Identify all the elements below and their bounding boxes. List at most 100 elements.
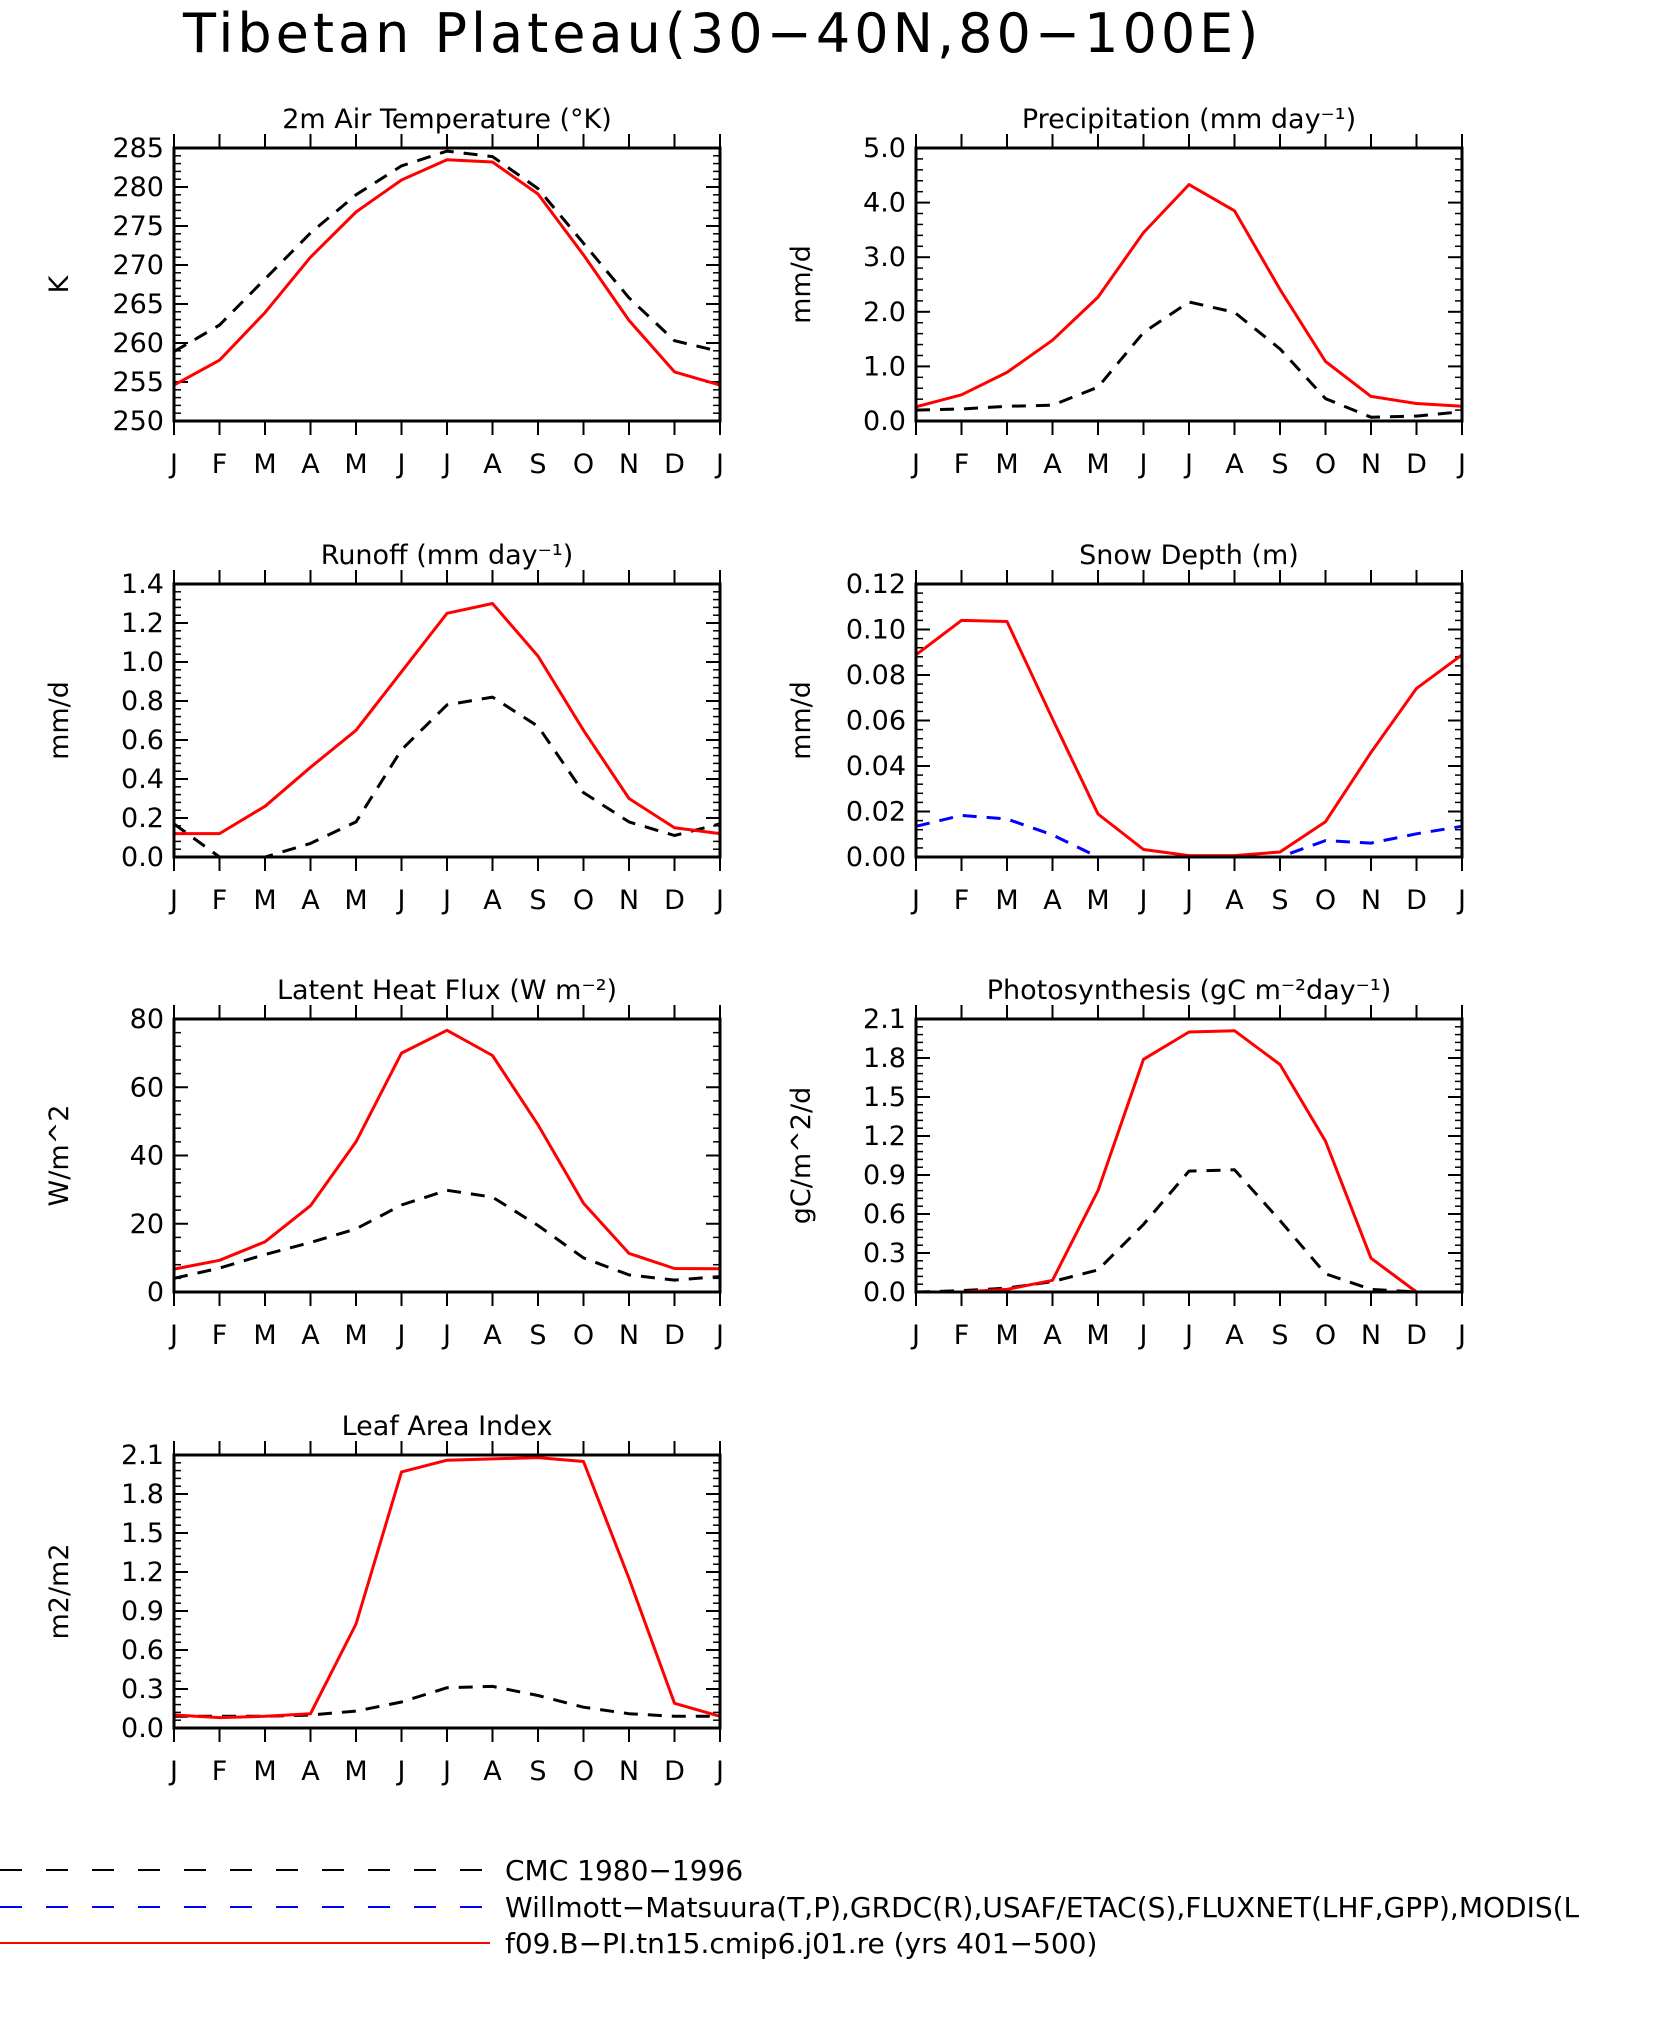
x-tick-label: J <box>1138 1320 1148 1351</box>
y-tick-label: 275 <box>112 211 164 242</box>
legend-item-1: CMC 1980−1996 <box>0 1854 743 1887</box>
panel-runoff-mm-day: Runoff (mm day⁻¹) mm/d 0.0 0.2 0.4 0.6 0.8 1.0 1… <box>44 540 724 916</box>
x-tick-label: D <box>664 1756 685 1787</box>
x-tick-label: J <box>714 1756 724 1787</box>
y-axis-label: mm/d <box>786 245 817 324</box>
x-tick-label: A <box>1043 449 1062 480</box>
x-tick-label: A <box>301 885 320 916</box>
x-tick-label: J <box>910 885 920 916</box>
x-tick-label: N <box>619 449 639 480</box>
series-line-model <box>916 1029 1462 1294</box>
x-tick-label: J <box>441 1320 451 1351</box>
series-line-model <box>174 602 721 836</box>
y-tick-label: 1.0 <box>863 351 906 382</box>
y-tick-label: 0.3 <box>121 1674 164 1705</box>
x-tick-label: J <box>441 449 451 480</box>
panel-leaf-area-index: Leaf Area Index m2/m2 0.0 0.3 0.6 0.9 1.2 1.5 1.… <box>44 1411 724 1787</box>
x-tick-label: J <box>168 449 178 480</box>
x-tick-label: J <box>1138 449 1148 480</box>
x-tick-label: S <box>529 1320 546 1351</box>
y-tick-label: 2.1 <box>863 1004 906 1035</box>
x-tick-label: N <box>1361 885 1381 916</box>
y-tick-label: 1.8 <box>863 1043 906 1074</box>
panel-title: 2m Air Temperature (°K) <box>282 104 612 135</box>
y-tick-label: 0.02 <box>846 797 906 828</box>
y-tick-label: 0 <box>147 1277 164 1308</box>
panel-title: Photosynthesis (gC m⁻²day⁻¹) <box>987 975 1391 1006</box>
x-tick-label: A <box>1043 885 1062 916</box>
x-tick-label: A <box>483 885 502 916</box>
plot-frame <box>172 582 722 859</box>
x-tick-label: O <box>573 1756 594 1787</box>
x-tick-label: M <box>253 1756 276 1787</box>
x-tick-label: A <box>301 449 320 480</box>
y-tick-label: 0.9 <box>863 1160 906 1191</box>
x-tick-label: S <box>1271 1320 1288 1351</box>
x-tick-label: J <box>168 1756 178 1787</box>
x-tick-label: F <box>212 1756 228 1787</box>
y-axis-label: W/m^2 <box>44 1105 75 1207</box>
x-tick-label: A <box>1043 1320 1062 1351</box>
y-tick-label: 0.6 <box>121 1635 164 1666</box>
x-tick-label: F <box>954 449 970 480</box>
y-tick-label: 0.0 <box>121 842 164 873</box>
y-axis-label: mm/d <box>44 681 75 760</box>
x-tick-label: M <box>995 449 1018 480</box>
x-tick-label: D <box>664 885 685 916</box>
y-tick-label: 1.2 <box>121 608 164 639</box>
y-tick-label: 0.0 <box>121 1713 164 1744</box>
x-tick-label: M <box>253 885 276 916</box>
plot-frame <box>914 1017 1464 1294</box>
x-tick-label: J <box>396 1320 406 1351</box>
x-tick-label: D <box>1406 449 1427 480</box>
x-tick-label: J <box>1183 1320 1193 1351</box>
x-tick-label: J <box>910 449 920 480</box>
y-tick-label: 2.0 <box>863 297 906 328</box>
x-tick-label: A <box>483 449 502 480</box>
x-tick-label: N <box>619 1320 639 1351</box>
x-tick-label: A <box>483 1756 502 1787</box>
x-tick-label: J <box>714 449 724 480</box>
panel-title: Latent Heat Flux (W m⁻²) <box>277 975 617 1006</box>
x-tick-label: J <box>168 1320 178 1351</box>
x-tick-label: N <box>1361 449 1381 480</box>
y-tick-label: 1.5 <box>863 1082 906 1113</box>
series-line-cmc <box>915 300 1463 419</box>
y-tick-label: 265 <box>112 289 164 320</box>
x-tick-label: S <box>1271 885 1288 916</box>
x-tick-label: A <box>1225 449 1244 480</box>
x-tick-label: J <box>1138 885 1148 916</box>
panel-title: Runoff (mm day⁻¹) <box>321 540 573 571</box>
y-tick-label: 0.08 <box>846 660 906 691</box>
series-line-model <box>915 618 1463 858</box>
x-tick-label: J <box>1456 885 1466 916</box>
y-tick-label: 0.10 <box>846 615 906 646</box>
plot-frame <box>172 1453 722 1730</box>
series-line-model <box>173 1028 721 1271</box>
legend: CMC 1980−1996 Willmott−Matsuura(T,P),GRDC… <box>0 1854 1580 1960</box>
x-tick-label: O <box>573 449 594 480</box>
y-tick-label: 0.04 <box>846 751 906 782</box>
x-tick-label: N <box>1361 1320 1381 1351</box>
y-axis-label: K <box>44 274 75 293</box>
x-tick-label: J <box>910 1320 920 1351</box>
y-tick-label: 250 <box>112 406 164 437</box>
x-tick-label: O <box>573 1320 594 1351</box>
y-tick-label: 285 <box>112 133 164 164</box>
x-tick-label: S <box>529 885 546 916</box>
chart-panels: 2m Air Temperature (°K) K 250 255 260 265 270 2… <box>44 104 1466 1787</box>
x-tick-label: M <box>253 1320 276 1351</box>
x-tick-label: M <box>344 885 367 916</box>
y-tick-label: 0.4 <box>121 764 164 795</box>
legend-item-2: Willmott−Matsuura(T,P),GRDC(R),USAF/ETAC… <box>0 1891 1580 1924</box>
y-tick-label: 270 <box>112 250 164 281</box>
y-tick-label: 40 <box>130 1141 164 1172</box>
panel-latent-heat-flux-w-m: Latent Heat Flux (W m⁻²) W/m^2 0 20 40 60 80 J F… <box>44 975 724 1351</box>
y-tick-label: 280 <box>112 172 164 203</box>
figure-title: Tibetan Plateau(30−40N,80−100E) <box>182 2 1262 65</box>
y-tick-label: 60 <box>130 1072 164 1103</box>
x-tick-label: A <box>301 1320 320 1351</box>
panel-snow-depth-m: Snow Depth (m) mm/d 0.00 0.02 0.04 0.06 0.08 0.… <box>786 540 1466 916</box>
series-line-model <box>173 158 721 387</box>
x-tick-label: M <box>995 1320 1018 1351</box>
